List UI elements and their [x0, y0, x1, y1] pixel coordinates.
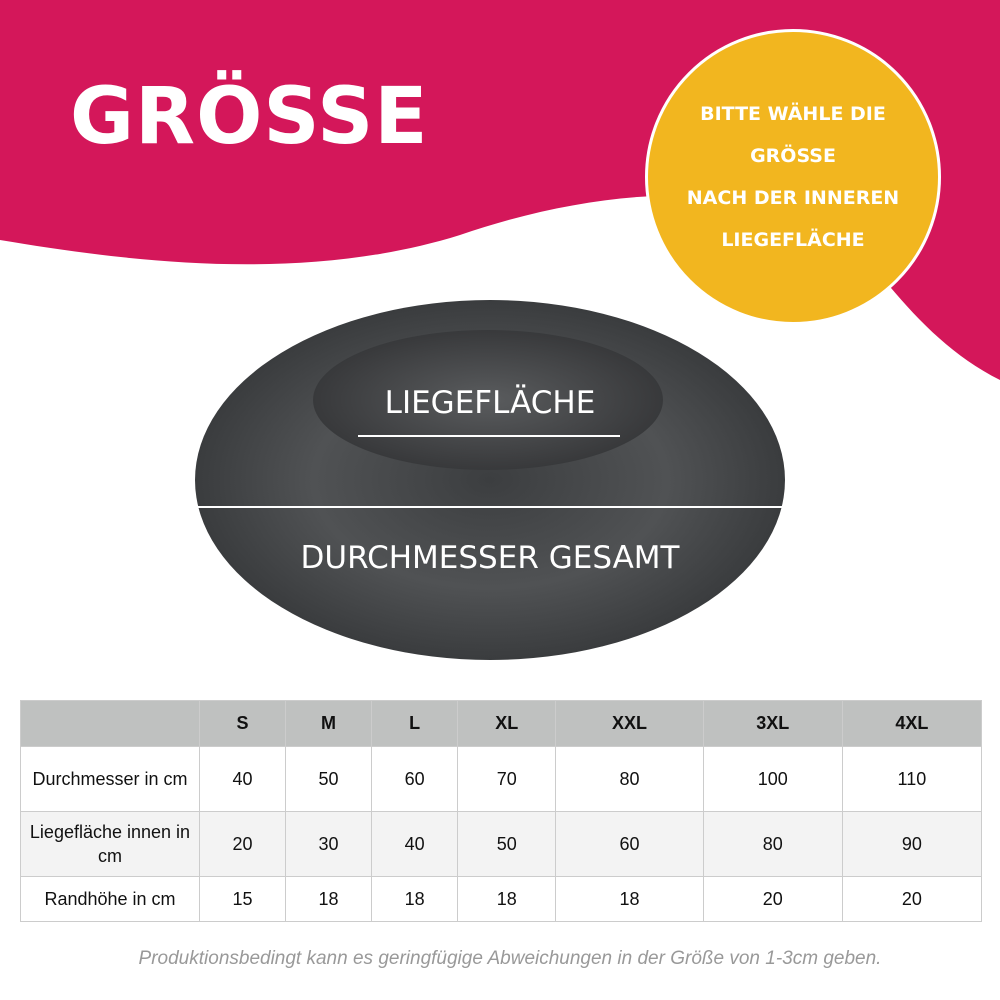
cell: 80: [702, 811, 843, 877]
header-cell: 4XL: [841, 700, 983, 747]
tolerance-note: Produktionsbedingt kann es geringfügige …: [138, 948, 882, 969]
inner-area-label: LIEGEFLÄCHE: [384, 385, 596, 421]
cell: 80: [555, 746, 704, 812]
header-cell: M: [285, 700, 373, 747]
header-cell: XL: [457, 700, 557, 747]
diameter-label: DURCHMESSER GESAMT: [300, 540, 680, 576]
cell: 50: [285, 746, 373, 812]
cell: 15: [198, 876, 287, 922]
table-row: Liegefläche innen in cm 20 30 40 50 60 8…: [20, 811, 983, 877]
cell: 40: [198, 746, 287, 812]
cell: 18: [371, 876, 459, 922]
cell: 100: [702, 746, 843, 812]
cell: 70: [457, 746, 557, 812]
row-label: Liegefläche innen in cm: [20, 811, 200, 877]
header-cell: 3XL: [702, 700, 843, 747]
badge-line: GRÖSSE: [750, 145, 836, 167]
table-row: Durchmesser in cm 40 50 60 70 80 100 110: [20, 746, 983, 812]
cell: 50: [457, 811, 557, 877]
header-cell: S: [198, 700, 287, 747]
page-title: GRÖSSE: [70, 72, 429, 162]
badge-line: LIEGEFLÄCHE: [721, 229, 865, 251]
cell: 20: [841, 876, 983, 922]
diameter-line: [198, 506, 788, 508]
cell: 18: [555, 876, 704, 922]
table-row: Randhöhe in cm 15 18 18 18 18 20 20: [20, 876, 983, 922]
inner-area-line: [358, 435, 620, 437]
cell: 30: [285, 811, 373, 877]
cell: 90: [841, 811, 983, 877]
cell: 60: [555, 811, 704, 877]
cell: 40: [371, 811, 459, 877]
header-cell: L: [371, 700, 459, 747]
size-table: S M L XL XXL 3XL 4XL Durchmesser in cm 4…: [20, 700, 983, 922]
header-cell: [20, 700, 200, 747]
badge-line: NACH DER INNEREN: [686, 187, 900, 209]
cell: 20: [702, 876, 843, 922]
cell: 18: [285, 876, 373, 922]
header-cell: XXL: [555, 700, 704, 747]
cell: 110: [841, 746, 983, 812]
size-hint-badge: BITTE WÄHLE DIE GRÖSSE NACH DER INNEREN …: [645, 29, 941, 325]
row-label: Randhöhe in cm: [20, 876, 200, 922]
row-label: Durchmesser in cm: [20, 746, 200, 812]
cell: 20: [198, 811, 287, 877]
table-header-row: S M L XL XXL 3XL 4XL: [20, 700, 983, 747]
cell: 60: [371, 746, 459, 812]
cell: 18: [457, 876, 557, 922]
badge-line: BITTE WÄHLE DIE: [700, 103, 886, 125]
